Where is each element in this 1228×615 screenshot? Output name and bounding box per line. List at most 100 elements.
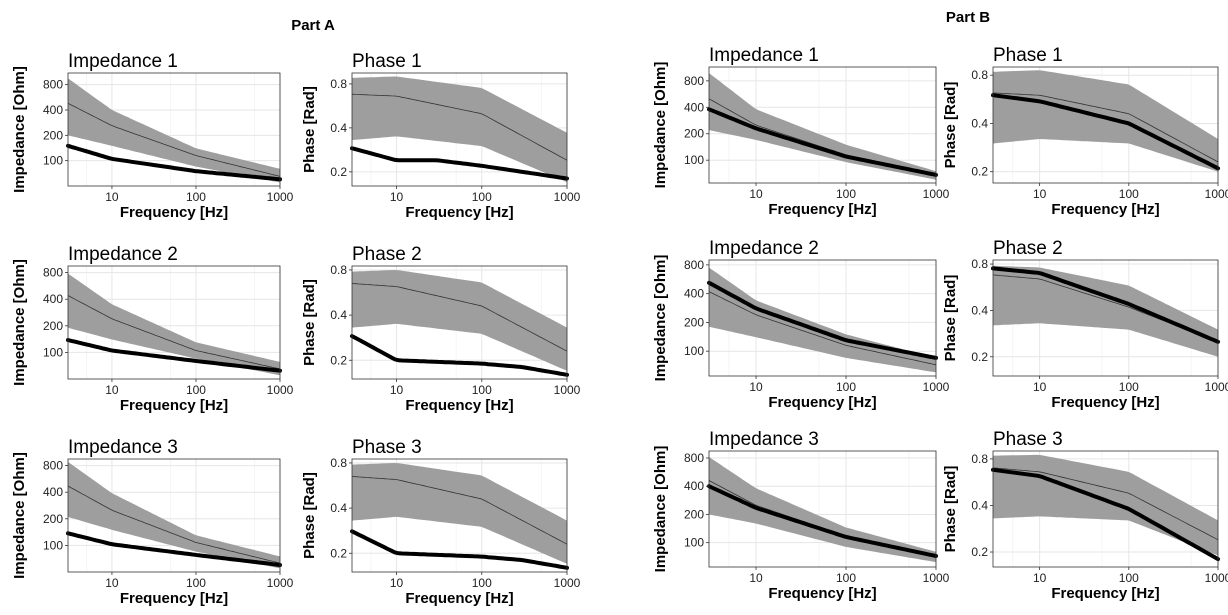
x-axis-title: Frequency [Hz] bbox=[120, 590, 228, 607]
confidence-band bbox=[68, 78, 280, 183]
panel-title: Impedance 1 bbox=[68, 51, 178, 72]
y-tick-label: 200 bbox=[684, 507, 704, 521]
y-tick-label: 200 bbox=[43, 319, 63, 333]
x-axis-title: Frequency [Hz] bbox=[1051, 201, 1159, 218]
panels-group: 10 100 1000 100 200 400 800 Impedance 1 Frequenc… bbox=[11, 45, 1228, 607]
part-b-title: Part B bbox=[946, 9, 990, 26]
x-tick-label: 1000 bbox=[554, 576, 581, 590]
x-tick-label: 100 bbox=[1119, 380, 1139, 394]
y-tick-label: 200 bbox=[43, 512, 63, 526]
x-tick-label: 1000 bbox=[554, 190, 581, 204]
y-axis-title: Phase [Rad] bbox=[942, 275, 959, 362]
x-tick-label: 10 bbox=[749, 187, 763, 201]
y-tick-label: 0.4 bbox=[330, 121, 347, 135]
plot-frame bbox=[992, 259, 1219, 377]
estimate-series-line bbox=[350, 529, 569, 570]
y-tick-label: 800 bbox=[684, 74, 704, 88]
mean-series-line bbox=[992, 92, 1219, 163]
y-tick-label: 200 bbox=[684, 315, 704, 329]
y-axis-title: Impedance [Ohm] bbox=[652, 446, 669, 573]
y-axis-title: Phase [Rad] bbox=[301, 279, 318, 366]
panel-title: Impedance 2 bbox=[68, 244, 178, 265]
x-tick-label: 1000 bbox=[923, 571, 950, 585]
panel-title: Impedance 3 bbox=[68, 437, 178, 458]
y-tick-label: 0.8 bbox=[971, 452, 988, 466]
x-tick-label: 10 bbox=[1033, 187, 1047, 201]
x-tick-label: 10 bbox=[749, 571, 763, 585]
y-tick-label: 800 bbox=[684, 451, 704, 465]
y-tick-label: 100 bbox=[43, 154, 63, 168]
panel-title: Impedance 1 bbox=[709, 45, 819, 66]
x-tick-label: 100 bbox=[1119, 187, 1139, 201]
y-tick-label: 800 bbox=[43, 459, 63, 473]
y-tick-label: 0.4 bbox=[330, 308, 347, 322]
x-tick-label: 1000 bbox=[267, 576, 294, 590]
mean-series-line bbox=[992, 467, 1219, 541]
y-axis-title: Impedance [Ohm] bbox=[11, 66, 28, 193]
y-tick-label: 0.4 bbox=[971, 498, 988, 512]
panel-a-5: 10 100 1000 0.2 0.4 0.8 Phase 3 Frequency [Hz] P… bbox=[301, 437, 581, 607]
estimate-series-line bbox=[66, 338, 282, 373]
x-tick-label: 10 bbox=[390, 190, 404, 204]
estimate-series-line bbox=[707, 484, 938, 558]
x-tick-label: 1000 bbox=[1205, 380, 1228, 394]
panel-title: Phase 2 bbox=[352, 244, 422, 265]
plot-frame bbox=[351, 72, 568, 187]
y-tick-label: 0.8 bbox=[330, 77, 347, 91]
plot-frame bbox=[708, 66, 937, 184]
y-tick-label: 400 bbox=[684, 479, 704, 493]
estimate-series-line bbox=[991, 266, 1220, 344]
y-axis-title: Phase [Rad] bbox=[301, 86, 318, 173]
x-tick-label: 100 bbox=[472, 190, 492, 204]
x-tick-label: 100 bbox=[186, 383, 206, 397]
y-axis-title: Impedance [Ohm] bbox=[11, 452, 28, 579]
panel-a-0: 10 100 1000 100 200 400 800 Impedance 1 Frequenc… bbox=[11, 51, 294, 221]
panel-b-9: 10 100 1000 0.2 0.4 0.8 Phase 2 Frequency [Hz] P… bbox=[942, 238, 1228, 411]
x-tick-label: 100 bbox=[472, 383, 492, 397]
y-tick-label: 200 bbox=[684, 127, 704, 141]
estimate-series-line bbox=[707, 107, 938, 177]
x-axis-title: Frequency [Hz] bbox=[768, 394, 876, 411]
y-tick-label: 400 bbox=[43, 485, 63, 499]
mean-series-line bbox=[67, 295, 281, 370]
mean-series-line bbox=[351, 476, 568, 545]
x-axis-title: Frequency [Hz] bbox=[120, 204, 228, 221]
panel-title: Phase 3 bbox=[993, 429, 1063, 450]
panel-b-8: 10 100 1000 100 200 400 800 Impedance 2 Frequenc… bbox=[652, 238, 950, 411]
x-axis-title: Frequency [Hz] bbox=[768, 585, 876, 602]
panel-b-6: 10 100 1000 100 200 400 800 Impedance 1 Frequenc… bbox=[652, 45, 950, 218]
y-tick-label: 100 bbox=[684, 344, 704, 358]
plot-frame bbox=[708, 259, 937, 377]
x-tick-label: 100 bbox=[1119, 571, 1139, 585]
panel-a-3: 10 100 1000 0.2 0.4 0.8 Phase 2 Frequency [Hz] P… bbox=[301, 244, 581, 414]
x-tick-label: 10 bbox=[105, 576, 119, 590]
estimate-series-line bbox=[991, 467, 1220, 562]
x-tick-label: 1000 bbox=[554, 383, 581, 397]
y-axis-title: Phase [Rad] bbox=[942, 466, 959, 553]
plot-frame bbox=[67, 458, 281, 573]
y-tick-label: 0.2 bbox=[971, 350, 988, 364]
panel-b-7: 10 100 1000 0.2 0.4 0.8 Phase 1 Frequency [Hz] P… bbox=[942, 45, 1228, 218]
y-tick-label: 0.8 bbox=[971, 68, 988, 82]
plot-frame bbox=[351, 458, 568, 573]
x-tick-label: 100 bbox=[836, 187, 856, 201]
x-axis-title: Frequency [Hz] bbox=[768, 201, 876, 218]
panel-b-10: 10 100 1000 100 200 400 800 Impedance 3 Frequenc… bbox=[652, 429, 950, 602]
x-tick-label: 10 bbox=[105, 190, 119, 204]
plot-frame bbox=[67, 72, 281, 187]
y-tick-label: 100 bbox=[43, 345, 63, 359]
y-tick-label: 0.2 bbox=[971, 545, 988, 559]
y-tick-label: 100 bbox=[684, 153, 704, 167]
panel-b-11: 10 100 1000 0.2 0.4 0.8 Phase 3 Frequency [Hz] P… bbox=[942, 429, 1228, 602]
confidence-band bbox=[352, 463, 567, 564]
estimate-series-line bbox=[350, 334, 569, 377]
x-axis-title: Frequency [Hz] bbox=[405, 590, 513, 607]
x-tick-label: 10 bbox=[105, 383, 119, 397]
x-tick-label: 1000 bbox=[923, 187, 950, 201]
panel-a-4: 10 100 1000 100 200 400 800 Impedance 3 Frequenc… bbox=[11, 437, 294, 607]
plot-frame bbox=[992, 66, 1219, 184]
confidence-band bbox=[68, 273, 280, 376]
x-tick-label: 100 bbox=[836, 380, 856, 394]
confidence-band bbox=[993, 70, 1218, 172]
